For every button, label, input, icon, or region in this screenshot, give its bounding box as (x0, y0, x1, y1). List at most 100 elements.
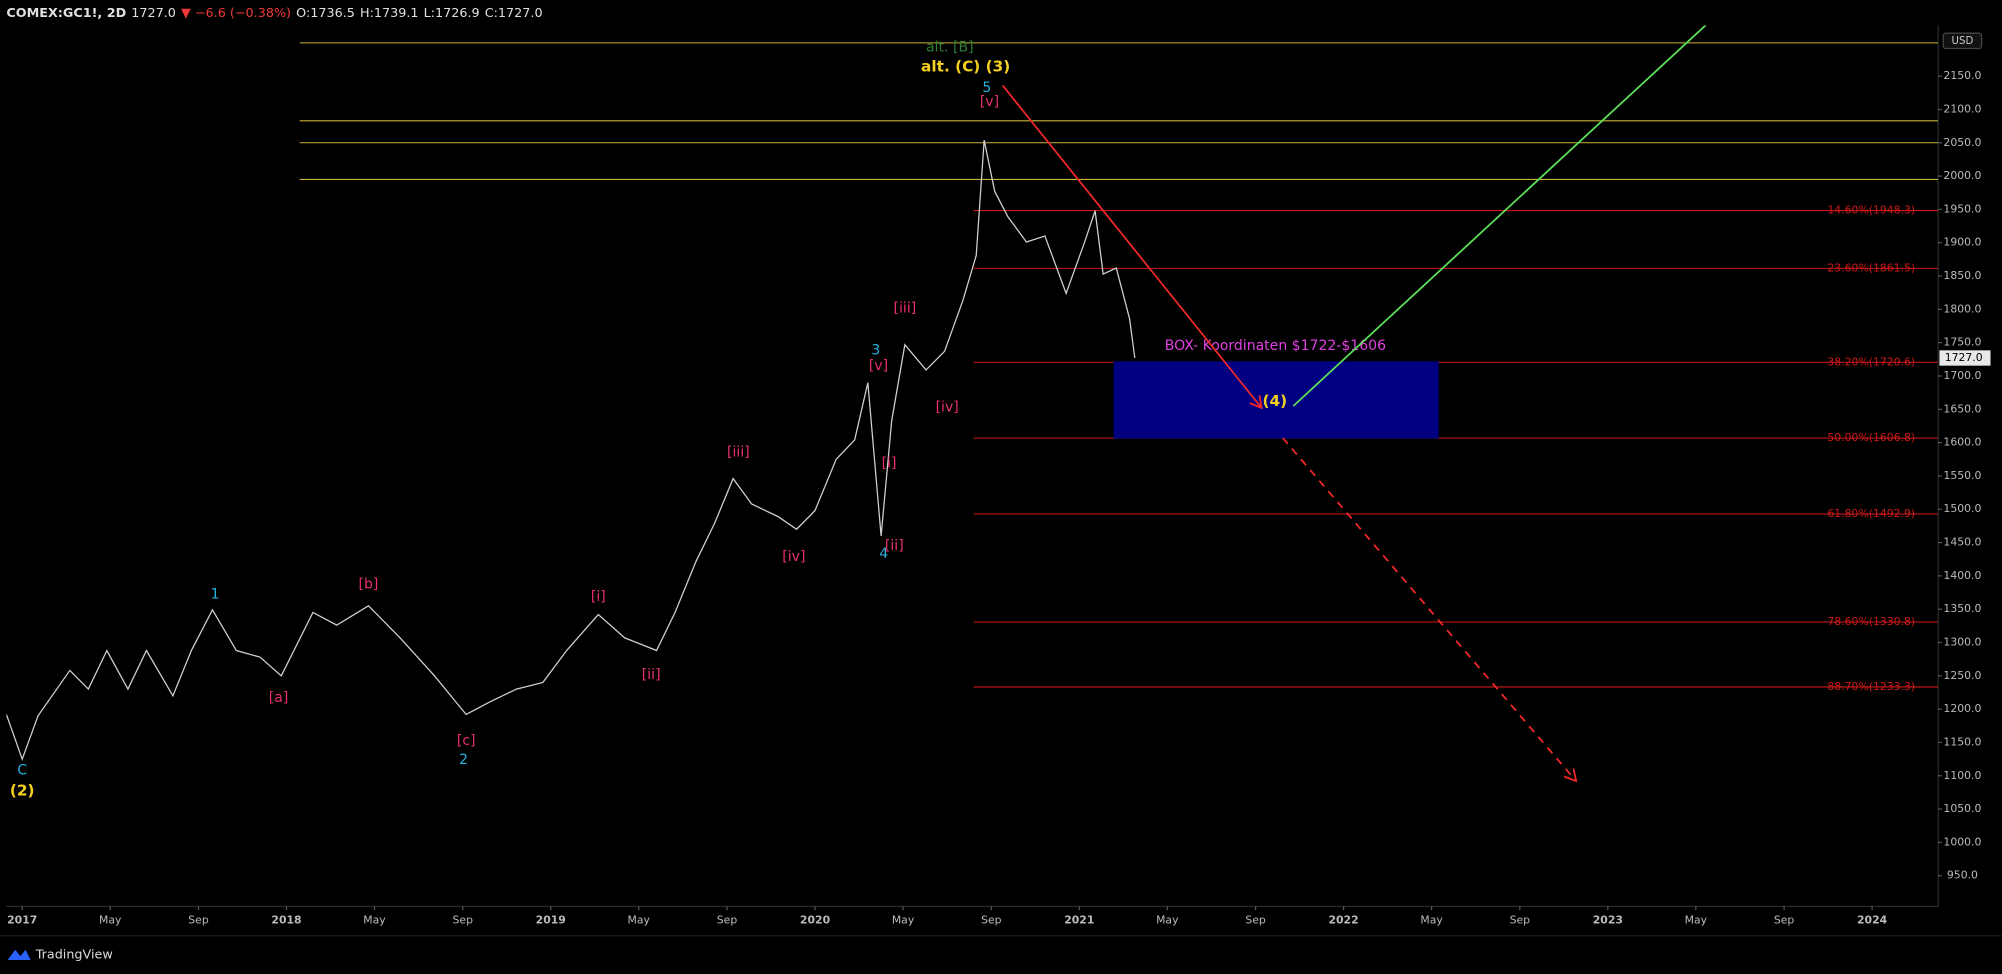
x-tick-label: 2018 (271, 913, 301, 926)
wave-label: alt. (C) (3) (921, 57, 1010, 75)
wave-label: [iv] (936, 399, 959, 415)
target-box (1113, 361, 1439, 439)
fib-label: 14.60%(1948.3) (1827, 204, 1915, 217)
arrow (1292, 25, 1707, 407)
currency: USD (1952, 36, 1974, 47)
price-line (6, 140, 1136, 762)
x-tick-label: May (1420, 913, 1443, 926)
x-tick-label: Sep (717, 913, 738, 926)
wave-label: 4 (879, 546, 888, 562)
currency-badge[interactable] (1942, 32, 1983, 50)
y-tick-label: 1950.0 (1943, 202, 1981, 215)
x-tick-label: Sep (1774, 913, 1795, 926)
header: COMEX:GC1!, 2D 1727.0 ▼ −6.6 (−0.38%) O:173… (6, 5, 542, 20)
y-tick-label: 1350.0 (1943, 602, 1981, 615)
wave-label: C (17, 762, 27, 778)
wave-label: [a] (269, 690, 289, 706)
brand: TradingView (35, 947, 113, 962)
fib-label: 61.80%(1492.9) (1827, 507, 1915, 520)
symbol: COMEX:GC1!, 2D (6, 5, 126, 20)
tradingview-logo[interactable]: TradingView (7, 947, 113, 962)
y-tick-label: 1650.0 (1943, 402, 1981, 415)
last-price-label: 1727.0 (1945, 351, 1983, 364)
last-price-badge (1939, 350, 1991, 366)
x-tick-label: 2023 (1593, 913, 1623, 926)
wave-label: [iii] (894, 301, 917, 317)
y-tick-label: 1550.0 (1943, 469, 1981, 482)
y-tick-label: 950.0 (1947, 869, 1978, 882)
wave-label: [b] (358, 577, 378, 593)
close: C:1727.0 (485, 5, 543, 20)
y-tick-label: 1900.0 (1943, 236, 1981, 249)
x-tick-label: 2024 (1857, 913, 1888, 926)
y-tick-label: 1750.0 (1943, 336, 1981, 349)
y-tick-label: 2100.0 (1943, 102, 1981, 115)
wave-label: (2) (10, 782, 35, 800)
x-tick-label: 2020 (800, 913, 831, 926)
wave-label: [v] (980, 94, 999, 110)
wave-label: [i] (591, 589, 606, 605)
y-tick-label: 1200.0 (1943, 702, 1981, 715)
wave-label: [iii] (727, 445, 750, 461)
fib-label: 23.60%(1861.5) (1827, 261, 1915, 274)
y-tick-label: 1700.0 (1943, 369, 1981, 382)
y-tick-label: 1800.0 (1943, 302, 1981, 315)
last: 1727.0 (131, 5, 176, 20)
x-tick-label: May (628, 913, 651, 926)
x-tick-label: 2019 (536, 913, 566, 926)
x-tick-label: Sep (1510, 913, 1531, 926)
y-tick-label: 1100.0 (1943, 769, 1981, 782)
x-tick-label: 2022 (1328, 913, 1358, 926)
x-tick-label: May (363, 913, 386, 926)
high: H:1739.1 (360, 5, 419, 20)
wave-label: [i] (882, 455, 897, 471)
wave-label: [c] (457, 733, 476, 749)
fib-label: 38.20%(1720.6) (1827, 355, 1915, 368)
x-tick-label: May (99, 913, 122, 926)
wave-label: 2 (459, 752, 468, 768)
y-tick-label: 1850.0 (1943, 269, 1981, 282)
arrow (1282, 437, 1577, 782)
x-tick-label: Sep (453, 913, 474, 926)
change: ▼ −6.6 (−0.38%) (181, 5, 291, 20)
open: O:1736.5 (296, 5, 355, 20)
arrow-head (1563, 768, 1578, 783)
y-tick-label: 1050.0 (1943, 802, 1981, 815)
wave-label: [iv] (782, 549, 805, 565)
box-label: BOX- Koordinaten $1722-$1606 (1165, 338, 1386, 354)
y-tick-label: 1400.0 (1943, 569, 1981, 582)
y-tick-label: 2050.0 (1943, 136, 1981, 149)
x-tick-label: Sep (188, 913, 209, 926)
y-tick-label: 1150.0 (1943, 735, 1981, 748)
wave-label: 1 (211, 587, 220, 603)
fib-label: 88.70%(1233.3) (1827, 680, 1915, 693)
wave-label: 5 (982, 80, 991, 96)
x-tick-label: Sep (981, 913, 1002, 926)
fib-label: 50.00%(1606.8) (1827, 431, 1915, 444)
wave-label: [ii] (642, 667, 661, 683)
x-tick-label: 2021 (1064, 913, 1094, 926)
wave-label: 3 (871, 343, 880, 359)
y-tick-label: 2000.0 (1943, 169, 1981, 182)
x-tick-label: May (1685, 913, 1708, 926)
y-tick-label: 1450.0 (1943, 536, 1981, 549)
x-tick-label: 2017 (7, 913, 37, 926)
y-tick-label: 1600.0 (1943, 436, 1981, 449)
wave-label: alt. [B] (926, 40, 974, 56)
x-tick-label: May (1156, 913, 1179, 926)
y-tick-label: 2150.0 (1943, 69, 1981, 82)
y-tick-label: 1300.0 (1943, 636, 1981, 649)
fib-label: 78.60%(1330.8) (1827, 615, 1915, 628)
y-tick-label: 1000.0 (1943, 835, 1981, 848)
wave-label: [ii] (885, 538, 904, 554)
logo-icon (7, 949, 31, 960)
arrow-head (1249, 395, 1263, 410)
arrow (1001, 84, 1263, 409)
low: L:1726.9 (424, 5, 480, 20)
wave-label: [v] (869, 358, 888, 374)
y-tick-label: 1250.0 (1943, 669, 1981, 682)
x-tick-label: Sep (1245, 913, 1266, 926)
